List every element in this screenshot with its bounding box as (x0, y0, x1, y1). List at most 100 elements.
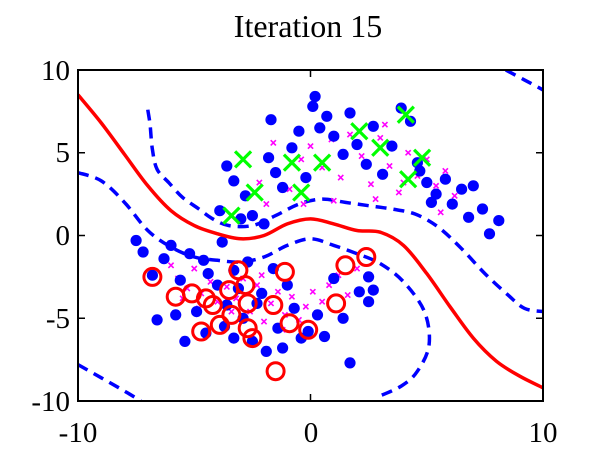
candidate-cross-point (337, 174, 344, 181)
labeled-negative-circle (235, 275, 256, 296)
candidate-cross-point (263, 200, 270, 208)
candidate-cross-point (307, 142, 314, 150)
unlabeled-point (353, 286, 365, 298)
unlabeled-point (483, 228, 496, 240)
candidate-cross-point (298, 156, 305, 163)
labeled-positive-x (292, 183, 311, 202)
unlabeled-point (246, 335, 258, 347)
unlabeled-point (146, 269, 158, 281)
candidate-cross-point (367, 181, 375, 188)
plot-area (78, 70, 543, 401)
unlabeled-point (363, 271, 375, 283)
margin-upper-line (146, 109, 543, 314)
unlabeled-point (344, 357, 356, 369)
tick-marks (77, 69, 544, 402)
unlabeled-point (260, 345, 272, 357)
y-tick-label-0: 10 (41, 55, 70, 87)
candidate-cross-point (274, 288, 282, 295)
candidate-cross-point (404, 149, 412, 156)
unlabeled-point (270, 167, 282, 179)
unlabeled-point (363, 296, 375, 308)
unlabeled-point (309, 90, 321, 103)
candidate-cross-point (372, 195, 379, 203)
unlabeled-point (360, 158, 372, 170)
labeled-negative-circle (263, 295, 284, 315)
unlabeled-point (165, 239, 177, 251)
unlabeled-point (493, 215, 505, 227)
unlabeled-point (170, 309, 182, 321)
candidate-cross-point (167, 262, 175, 269)
unlabeled-point (367, 120, 379, 132)
labeled-positive-x (396, 105, 415, 124)
candidate-cross-point (228, 308, 235, 315)
unlabeled-point (191, 306, 203, 318)
candidate-cross-point (346, 131, 354, 138)
candidate-cross-point (377, 134, 384, 142)
unlabeled-point (307, 100, 319, 112)
unlabeled-point (421, 176, 433, 189)
unlabeled-point (318, 330, 331, 343)
unlabeled-point (198, 254, 210, 266)
margin-top-right-corner-line (504, 70, 543, 92)
unlabeled-point (263, 152, 275, 164)
candidate-cross-point (381, 121, 389, 128)
unlabeled-point (293, 125, 305, 137)
chart-title: Iteration 15 (234, 8, 382, 44)
unlabeled-point (281, 279, 293, 291)
labeled-negative-circle (326, 293, 347, 314)
unlabeled-point (321, 110, 333, 122)
unlabeled-point (476, 203, 489, 215)
candidate-cross-point (191, 265, 198, 272)
labeled-negative-circle (298, 319, 319, 340)
candidate-cross-point (318, 298, 326, 305)
labeled-positive-x (371, 138, 390, 157)
labeled-negative-circle (202, 295, 223, 315)
unlabeled-point (463, 211, 475, 223)
x-tick-label-2: 10 (529, 417, 558, 449)
unlabeled-point (337, 312, 349, 324)
unlabeled-point (277, 342, 289, 354)
unlabeled-point (216, 236, 228, 248)
candidate-cross-point (270, 139, 277, 146)
candidate-cross-point (395, 189, 403, 196)
unlabeled-point (265, 114, 277, 126)
labeled-positive-x (282, 153, 302, 172)
unlabeled-point (425, 196, 437, 208)
unlabeled-point (256, 287, 268, 299)
y-tick-label-2: 0 (56, 220, 71, 252)
unlabeled-point (246, 210, 258, 222)
labeled-negative-circle (356, 247, 377, 267)
candidate-cross-point (253, 281, 261, 289)
unlabeled-point (386, 140, 398, 152)
y-tick-label-3: -5 (46, 303, 70, 335)
unlabeled-point (277, 181, 289, 194)
labeled-negative-circle (265, 361, 286, 382)
y-tick-label-1: 5 (56, 137, 71, 169)
unlabeled-point (430, 188, 442, 200)
unlabeled-point (300, 172, 312, 184)
unlabeled-point (367, 284, 379, 296)
candidate-cross-point (325, 281, 333, 289)
labeled-positive-x (222, 206, 241, 225)
unlabeled-point (228, 332, 240, 344)
labeled-positive-x (312, 153, 332, 172)
unlabeled-point (446, 198, 458, 210)
unlabeled-point (311, 309, 324, 321)
unlabeled-point (221, 160, 233, 172)
labeled-negative-circle (242, 328, 263, 349)
y-tick-label-4: -10 (31, 386, 70, 418)
x-tick-label-1: 0 (304, 417, 319, 449)
candidate-cross-point (442, 167, 449, 175)
labeled-negative-circle (274, 261, 295, 282)
unlabeled-point (295, 332, 307, 344)
unlabeled-point (174, 274, 186, 286)
labeled-negative-circle (142, 266, 163, 287)
labeled-negative-circle (221, 304, 242, 325)
unlabeled-point (328, 272, 340, 285)
candidate-cross-point (288, 293, 296, 300)
candidate-cross-point (451, 192, 458, 199)
unlabeled-point (286, 142, 298, 154)
labeled-negative-circle (279, 313, 300, 334)
